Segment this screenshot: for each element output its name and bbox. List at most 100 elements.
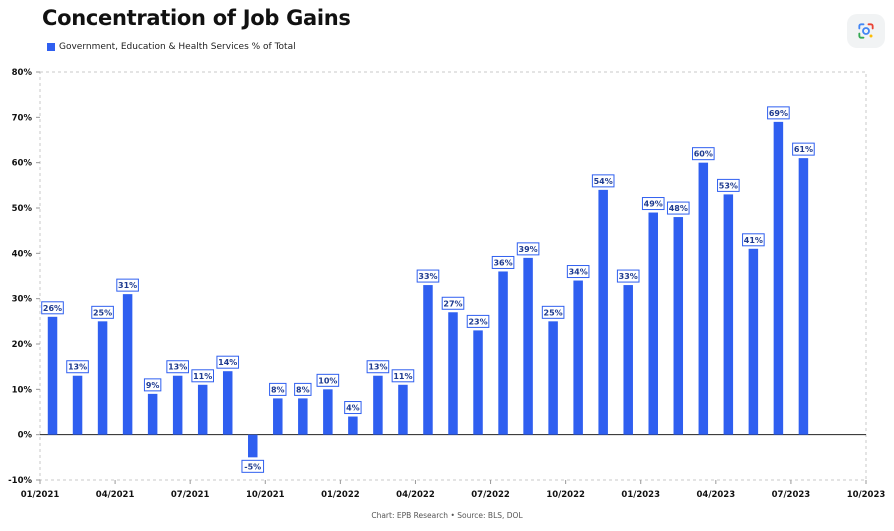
x-tick-label: 07/2023 [772, 490, 811, 500]
bar [473, 330, 483, 435]
data-label: 25% [93, 308, 112, 317]
bar [748, 248, 759, 435]
x-tick-label: 01/2023 [621, 490, 660, 500]
data-label-box [566, 265, 590, 279]
bar [398, 384, 408, 435]
data-label: 34% [569, 268, 588, 277]
data-label: 41% [744, 236, 763, 245]
y-tick-label: 80% [12, 68, 33, 78]
y-tick-label: 20% [12, 340, 33, 350]
data-label: 10% [318, 376, 337, 385]
chart-title: Concentration of Job Gains [42, 6, 351, 30]
x-tick-label: 10/2022 [546, 490, 585, 500]
data-label: 48% [669, 204, 688, 213]
data-label: 8% [296, 385, 310, 394]
data-label: 69% [769, 109, 788, 118]
bar [122, 294, 133, 435]
data-label-box [316, 373, 340, 387]
data-label-box [91, 305, 114, 319]
x-tick-label: 01/2021 [21, 490, 60, 500]
data-label: 13% [68, 363, 87, 372]
y-tick-label: 10% [12, 385, 33, 395]
bar [47, 316, 58, 435]
data-label: 4% [346, 404, 360, 413]
data-label: 61% [794, 145, 813, 154]
data-label: 33% [619, 272, 638, 281]
x-tick-label: 04/2022 [396, 490, 435, 500]
data-label-box [66, 360, 89, 374]
data-label-box [116, 278, 139, 292]
data-label: 13% [368, 363, 387, 372]
data-label-box [641, 197, 665, 211]
data-label-box [666, 201, 690, 215]
x-tick-label: 10/2023 [847, 490, 886, 500]
bar [798, 158, 809, 435]
chart-bars [47, 121, 809, 458]
data-label: 39% [519, 245, 538, 254]
data-label-box [41, 301, 64, 315]
data-label: 53% [719, 181, 738, 190]
bar [573, 280, 583, 435]
bar [147, 393, 158, 435]
data-label-box [441, 296, 465, 310]
data-label: 26% [43, 304, 62, 313]
data-label: 31% [118, 281, 137, 290]
legend-swatch [47, 43, 55, 51]
legend: Government, Education & Health Services … [47, 42, 296, 52]
bar [298, 398, 308, 435]
data-label-box [241, 459, 265, 473]
x-tick-label: 01/2022 [321, 490, 360, 500]
bar [273, 398, 283, 435]
data-label-box [191, 369, 214, 383]
data-label-box [216, 355, 240, 369]
data-label: 11% [193, 372, 212, 381]
data-label-box [692, 147, 715, 161]
data-label-box [792, 142, 815, 156]
data-label-box [416, 269, 440, 283]
bar [598, 189, 608, 435]
data-label: 9% [146, 381, 160, 390]
data-label-box [344, 401, 362, 415]
chart-data-labels: 26% 13% 25% 31% 9% 13% 11% 14% -5% 8% 8% 10% 4% 13% 11… [41, 106, 815, 473]
google-lens-button[interactable] [847, 14, 885, 48]
data-label-box [466, 314, 490, 328]
data-label-box [143, 378, 162, 392]
data-label: 49% [644, 200, 663, 209]
y-tick-label: 60% [12, 159, 33, 169]
bar [523, 257, 533, 435]
x-tick-label: 04/2023 [697, 490, 736, 500]
data-label-box [616, 269, 640, 283]
y-tick-label: 70% [12, 113, 33, 123]
bar [698, 162, 709, 435]
data-label-box [491, 255, 515, 269]
bar [673, 217, 684, 435]
data-label-box [294, 382, 312, 396]
y-tick-label: 50% [12, 204, 33, 214]
bar [648, 212, 658, 435]
y-tick-label: -10% [8, 476, 32, 486]
bar [373, 375, 383, 435]
legend-label: Government, Education & Health Services … [59, 42, 296, 52]
y-tick-label: 30% [12, 295, 33, 305]
source-note: Chart: EPB Research • Source: BLS, DOL [371, 511, 523, 520]
bar [323, 389, 333, 435]
data-label-box [767, 106, 790, 120]
bar [623, 285, 633, 435]
data-label: -5% [244, 462, 261, 471]
data-label-box [269, 382, 287, 396]
bar [197, 384, 208, 435]
x-tick-label: 07/2021 [171, 490, 210, 500]
bar [172, 375, 183, 435]
data-label-box [591, 174, 615, 188]
bar [773, 121, 784, 435]
data-label: 8% [271, 385, 285, 394]
y-tick-label: 0% [18, 431, 33, 441]
x-tick-label: 04/2021 [96, 490, 135, 500]
bar [498, 271, 508, 435]
bar [348, 416, 358, 435]
data-label: 54% [594, 177, 613, 186]
data-label: 33% [418, 272, 437, 281]
bar [248, 434, 258, 458]
data-label: 11% [393, 372, 412, 381]
